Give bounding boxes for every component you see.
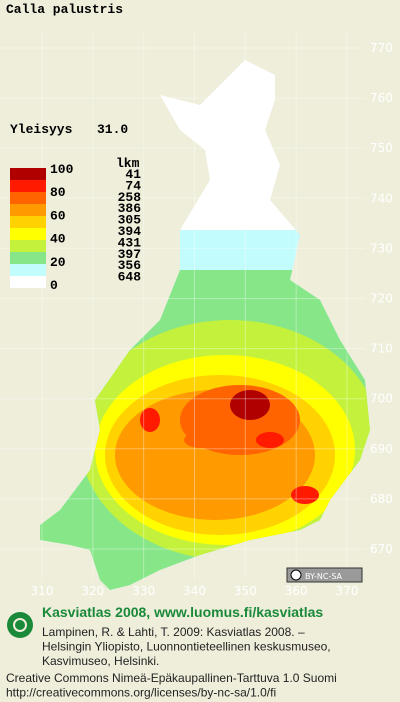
legend-count: 74 <box>125 178 141 193</box>
x-tick-label: 310 <box>31 584 54 598</box>
legend-count: 648 <box>118 270 142 285</box>
legend-scale-label: 40 <box>50 232 66 247</box>
legend-count: 41 <box>125 167 141 182</box>
legend-count: 356 <box>118 258 142 273</box>
x-tick-label: 370 <box>336 584 359 598</box>
license-badge: BY-NC-SA <box>286 567 363 583</box>
x-tick-label: 360 <box>285 584 308 598</box>
citation-line: Kasvimuseo, Helsinki. <box>42 654 159 668</box>
citation-line: Helsingin Yliopisto, Luonnontieteellinen… <box>42 640 331 654</box>
frequency-value: 31.0 <box>97 122 128 137</box>
badge-text: BY-NC-SA <box>305 572 343 581</box>
legend-count: 258 <box>118 190 142 205</box>
y-tick-label: 680 <box>370 492 393 506</box>
legend-swatch <box>10 240 46 252</box>
y-tick-label: 720 <box>370 292 393 306</box>
legend-count: 397 <box>118 247 141 262</box>
legend-swatch <box>10 228 46 240</box>
logo-circle <box>7 612 33 638</box>
y-tick-label: 670 <box>370 542 393 556</box>
count-header: lkm <box>116 156 140 171</box>
x-tick-label: 340 <box>183 584 206 598</box>
y-tick-label: 760 <box>370 91 393 105</box>
y-tick-label: 770 <box>370 41 393 55</box>
legend-swatch <box>10 204 46 216</box>
legend-swatch <box>10 264 46 276</box>
legend-swatch <box>10 252 46 264</box>
badge-box <box>286 567 363 583</box>
legend-swatch <box>10 192 46 204</box>
citation-line: Lampinen, R. & Lahti, T. 2009: Kasviatla… <box>42 625 305 639</box>
legend-count: 394 <box>118 224 142 239</box>
legend-swatch <box>10 180 46 192</box>
x-tick-label: 320 <box>81 584 104 598</box>
legend-scale-label: 20 <box>50 255 66 270</box>
legend-swatch <box>10 276 46 288</box>
y-tick-label: 700 <box>370 392 393 406</box>
species-title: Calla palustris <box>6 2 123 17</box>
frequency-label: Yleisyys <box>10 122 73 137</box>
legend-count: 431 <box>118 235 142 250</box>
legend-count: 305 <box>118 213 142 228</box>
legend-scale-label: 0 <box>50 278 58 293</box>
x-tick-label: 330 <box>132 584 155 598</box>
y-tick-label: 750 <box>370 141 393 155</box>
y-tick-label: 710 <box>370 342 393 356</box>
legend-count: 386 <box>118 201 142 216</box>
legend-swatch <box>10 216 46 228</box>
distribution-map <box>40 60 370 590</box>
y-tick-label: 730 <box>370 241 393 255</box>
legend-scale-label: 60 <box>50 208 66 223</box>
license-line: http://creativecommons.org/licenses/by-n… <box>6 686 276 700</box>
legend-swatch <box>10 168 46 180</box>
y-tick-label: 690 <box>370 442 393 456</box>
footer-text: Lampinen, R. & Lahti, T. 2009: Kasviatla… <box>6 625 337 700</box>
badge-icon <box>290 569 302 581</box>
x-tick-label: 350 <box>234 584 257 598</box>
logo-swirl <box>13 618 27 632</box>
license-line: Creative Commons Nimeä-Epäkaupallinen-Ta… <box>6 671 337 685</box>
footer-heading: Kasviatlas 2008, www.luomus.fi/kasviatla… <box>42 604 323 620</box>
legend-scale-label: 100 <box>50 162 74 177</box>
legend-scale-label: 80 <box>50 185 66 200</box>
y-tick-label: 740 <box>370 191 393 205</box>
logo <box>7 612 33 638</box>
